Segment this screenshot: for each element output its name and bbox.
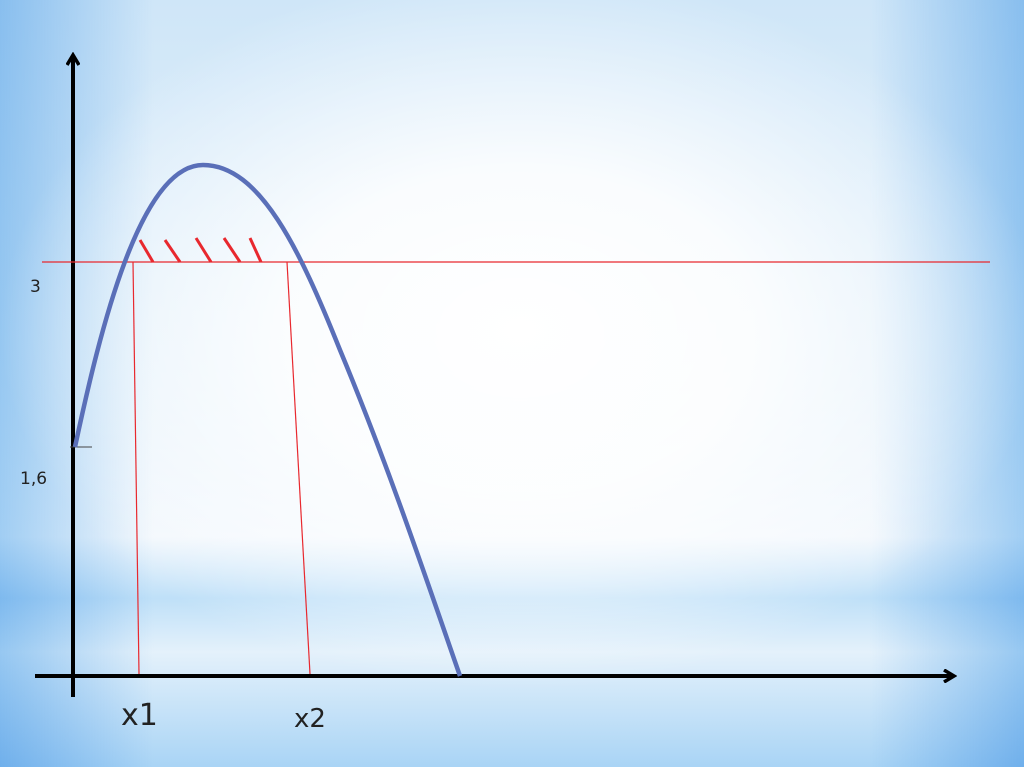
x1-drop (132, 261, 140, 675)
curve (72, 162, 463, 677)
x2-drop (286, 261, 311, 675)
x2-label: x2 (294, 704, 326, 734)
y-label-high: 3 (30, 277, 41, 297)
x1-label: x1 (121, 698, 158, 733)
hatching (138, 237, 263, 263)
y-label-low: 1,6 (20, 469, 47, 489)
